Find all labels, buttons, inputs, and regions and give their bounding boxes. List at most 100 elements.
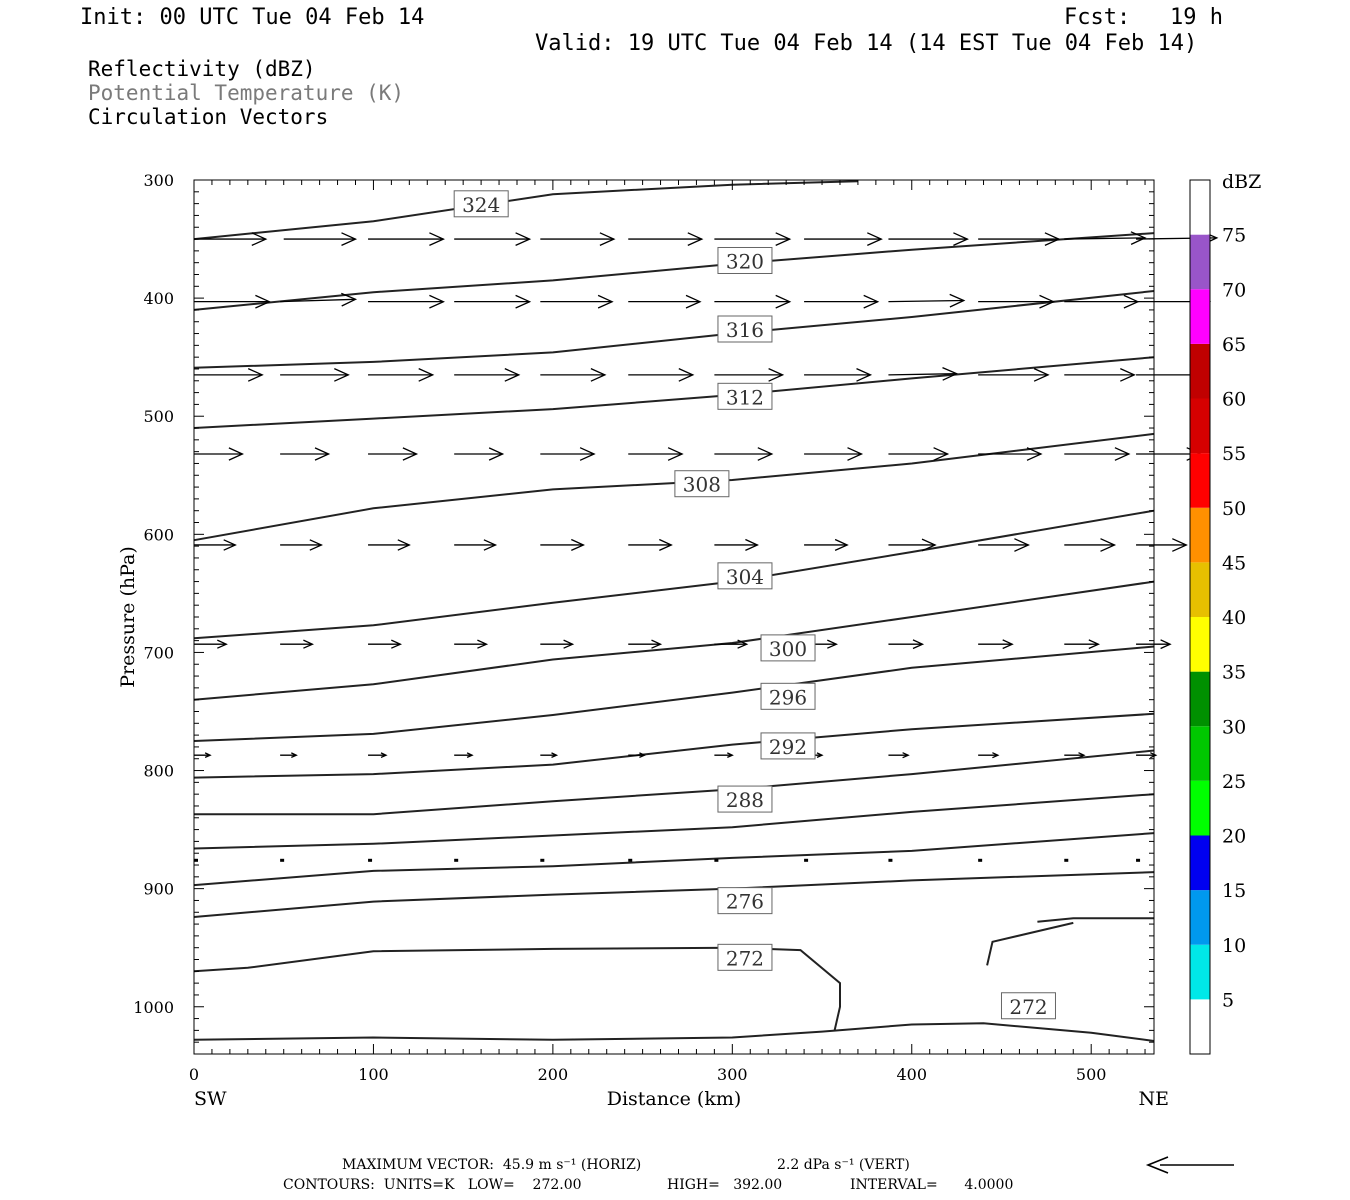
circulation-vector	[628, 639, 663, 649]
circulation-vector	[888, 367, 959, 381]
isentrope-label-box	[717, 315, 773, 343]
color-scale-swatch	[1190, 453, 1210, 508]
isentrope-label-box	[717, 887, 773, 915]
circulation-vector	[540, 294, 614, 309]
circulation-vector	[978, 447, 1043, 461]
isentrope-292	[193, 712, 1155, 779]
circulation-vector	[540, 232, 616, 246]
color-scale-label: 60	[1222, 389, 1246, 411]
color-scale-swatch	[1190, 180, 1210, 235]
circulation-vector	[454, 858, 459, 862]
color-scale-swatch	[1190, 234, 1210, 290]
circulation-vector	[368, 294, 445, 309]
circulation-vector	[804, 368, 873, 382]
forecast-hour: Fcst: 19 h	[1064, 5, 1223, 30]
endpoint-ne: NE	[1139, 1088, 1170, 1110]
footer-contours: CONTOURS: UNITS=K LOW= 272.00	[283, 1177, 582, 1193]
color-scale-label: 55	[1222, 443, 1246, 465]
y-tick-label: 600	[143, 525, 174, 544]
isentrope-280	[193, 832, 1155, 887]
circulation-vector	[368, 539, 411, 551]
color-scale-label: 25	[1222, 771, 1246, 793]
isentrope-320	[193, 232, 1155, 311]
isentrope-label: 304	[726, 565, 764, 589]
circulation-vector	[368, 639, 402, 649]
circulation-vector	[1064, 231, 1147, 245]
color-scale-swatch	[1190, 780, 1210, 836]
init-time: Init: 00 UTC Tue 04 Feb 14	[80, 5, 425, 30]
circulation-vector	[888, 858, 893, 862]
isentrope-304	[193, 509, 1155, 640]
circulation-vector	[714, 368, 785, 382]
isentrope-label: 300	[769, 637, 807, 661]
isentrope-label-box	[760, 732, 816, 760]
circulation-vector	[454, 539, 498, 551]
circulation-vector	[714, 858, 719, 862]
color-scale-swatch	[1190, 944, 1210, 1000]
x-tick-label: 0	[189, 1065, 199, 1084]
circulation-vector	[714, 639, 749, 649]
circulation-vector	[1064, 752, 1086, 759]
circulation-vector	[888, 232, 969, 246]
color-scale-label: 5	[1222, 989, 1234, 1011]
circulation-vector	[194, 447, 244, 461]
circulation-vector	[368, 447, 419, 461]
circulation-vector	[194, 639, 228, 649]
circulation-vector	[978, 232, 1061, 246]
reference-vector-arrow-icon	[1145, 1156, 1234, 1174]
color-scale-swatch	[1190, 671, 1210, 727]
circulation-vector	[628, 858, 633, 862]
y-tick-label: 300	[143, 171, 174, 190]
field-circulation-vectors: Circulation Vectors	[88, 105, 329, 129]
circulation-vector	[280, 368, 350, 382]
circulation-vector	[628, 538, 673, 551]
circulation-vector	[628, 752, 646, 758]
x-tick-label: 100	[358, 1065, 389, 1084]
isentrope-268	[193, 1022, 1155, 1042]
isentrope-label: 272	[1009, 995, 1047, 1019]
isentrope-label-box	[1000, 992, 1056, 1020]
isentrope-label: 272	[726, 946, 764, 970]
isentrope-label-box	[760, 634, 816, 662]
isentrope-label: 312	[726, 385, 764, 409]
color-scale-label: 30	[1222, 716, 1246, 738]
valid-time: Valid: 19 UTC Tue 04 Feb 14 (14 EST Tue …	[535, 31, 1198, 56]
color-scale-frame	[1189, 179, 1211, 1055]
plot-frame	[193, 179, 1155, 1055]
color-scale-label: 15	[1222, 880, 1246, 902]
isentrope-label: 316	[726, 318, 764, 342]
circulation-vector	[1136, 858, 1141, 862]
isentrope-label-box	[760, 682, 816, 710]
field-reflectivity: Reflectivity (dBZ)	[88, 57, 316, 81]
color-scale-label: 20	[1222, 826, 1246, 848]
circulation-vector	[368, 752, 388, 758]
footer-high: HIGH= 392.00	[667, 1177, 783, 1193]
circulation-vector	[888, 538, 937, 552]
circulation-vector	[280, 447, 331, 461]
circulation-vector	[540, 858, 545, 862]
isentrope-276	[193, 871, 1155, 918]
circulation-vector	[194, 858, 198, 862]
circulation-vector	[804, 294, 880, 309]
color-scale-swatch	[1190, 562, 1210, 617]
footer-max-vector-horiz: MAXIMUM VECTOR: 45.9 m s⁻¹ (HORIZ)	[342, 1157, 642, 1173]
circulation-vector	[978, 294, 1056, 309]
circulation-vector	[888, 752, 910, 759]
circulation-vector	[804, 538, 849, 551]
color-scale-swatch	[1190, 617, 1210, 672]
footer-max-vector-vert: 2.2 dPa s⁻¹ (VERT)	[777, 1157, 910, 1173]
isentrope-272	[1037, 917, 1154, 923]
x-axis-label: Distance (km)	[607, 1088, 742, 1110]
isentrope-label: 324	[462, 193, 500, 217]
color-scale-label: 45	[1222, 552, 1246, 574]
color-scale-label: 35	[1222, 662, 1246, 684]
circulation-vector	[1136, 639, 1172, 650]
isentrope-296	[193, 645, 1155, 742]
isentrope-label-box	[674, 470, 730, 498]
color-scale-swatch	[1190, 289, 1210, 344]
y-tick-label: 900	[143, 880, 174, 899]
isentrope-label-box	[717, 943, 773, 971]
circulation-vector	[1064, 639, 1100, 650]
isentrope-300	[193, 580, 1155, 701]
